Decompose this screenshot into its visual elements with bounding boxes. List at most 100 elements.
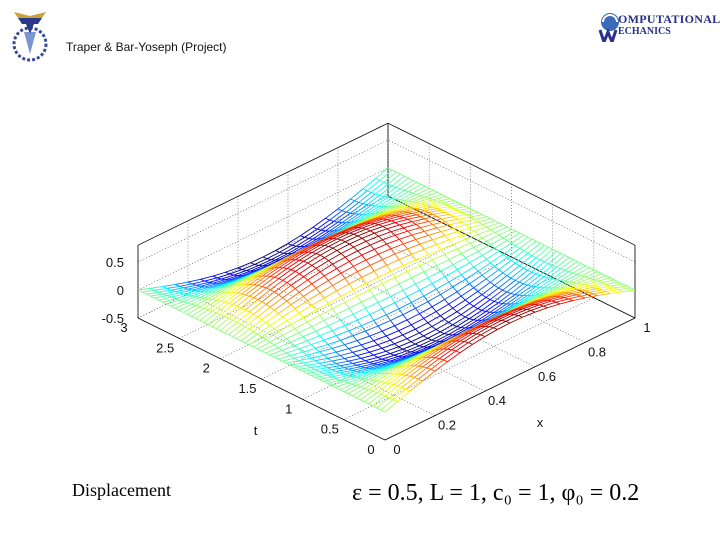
mesh-line-t [439, 358, 444, 361]
mesh-line-x [245, 299, 259, 311]
mesh-line-t [319, 315, 325, 321]
mesh-line-t [411, 277, 416, 285]
mesh-line-t [265, 352, 270, 356]
mesh-line-x [203, 312, 217, 323]
mesh-line-x [382, 234, 396, 241]
mesh-line-x [310, 365, 324, 368]
mesh-line-t [191, 316, 196, 319]
mesh-line-t [325, 217, 330, 221]
mesh-line-x [482, 247, 495, 256]
mesh-line-x [274, 268, 288, 278]
mesh-line-x [299, 283, 313, 293]
mesh-line-x [374, 219, 388, 224]
mesh-line-t [381, 347, 387, 352]
mesh-line-x [449, 204, 463, 207]
mesh-line-t [436, 265, 441, 272]
mesh-line-x [199, 310, 213, 321]
mesh-line-x [519, 255, 533, 267]
mesh-line-x [279, 253, 293, 261]
mesh-line-x [477, 262, 491, 272]
mesh-line-t [389, 397, 394, 400]
mesh-line-x [370, 239, 383, 246]
mesh-line-x [436, 281, 450, 290]
mesh-line-x [377, 339, 391, 346]
mesh-line-x [405, 365, 419, 376]
mesh-line-x [409, 380, 423, 392]
x-tick-label: 0.6 [538, 369, 556, 384]
mesh-line-t [311, 305, 317, 311]
mesh-line-x [362, 193, 376, 205]
mesh-line-t [291, 269, 296, 272]
mesh-line-x [269, 316, 283, 326]
mesh-line-x [484, 329, 498, 337]
mesh-line-x [340, 289, 354, 297]
mesh-line-x [224, 284, 238, 293]
mesh-line-x [486, 250, 500, 260]
mesh-line-x [336, 283, 350, 292]
mesh-line-x [434, 348, 448, 359]
mesh-line-t [379, 194, 384, 197]
mesh-line-x [262, 259, 276, 267]
mesh-line-x [384, 401, 398, 413]
mesh-line-t [282, 335, 287, 340]
mesh-line-x [257, 341, 271, 350]
mesh-line-x [382, 253, 396, 260]
mesh-line-x [278, 259, 292, 268]
mesh-line-t [389, 383, 394, 386]
mesh-line-t [435, 288, 441, 295]
mesh-line-t [146, 293, 151, 297]
mesh-line-t [394, 343, 399, 348]
mesh-line-x [315, 343, 329, 349]
mesh-line-t [523, 250, 529, 254]
mesh-line-x [448, 252, 462, 260]
t-tick-label: 1.5 [238, 381, 256, 396]
mesh-line-t [449, 213, 454, 218]
mesh-line-t [432, 239, 437, 245]
mesh-line-t [444, 299, 450, 305]
mesh-line-t [244, 326, 250, 330]
mesh-line-t [474, 218, 479, 223]
mesh-line-x [410, 357, 424, 367]
mesh-line-t [440, 270, 446, 277]
mesh-line-x [387, 173, 401, 185]
mesh-line-t [373, 249, 379, 255]
mesh-line-x [360, 379, 374, 388]
backwall-t-grid-line-z [137, 167, 389, 291]
mesh-line-x [361, 319, 375, 327]
mesh-line-x [233, 278, 246, 286]
mesh-line-t [486, 226, 492, 231]
mesh-line-t [286, 320, 292, 326]
mesh-line-x [481, 312, 495, 321]
mesh-line-x [430, 359, 444, 370]
mesh-line-x [328, 253, 342, 262]
mesh-line-t [415, 239, 421, 245]
mesh-line-x [610, 283, 623, 287]
mesh-line-t [464, 316, 470, 320]
mesh-line-x [464, 333, 478, 342]
mesh-line-x [233, 270, 247, 276]
mesh-line-t [448, 239, 454, 245]
mesh-line-x [478, 229, 491, 235]
mesh-line-t [518, 315, 523, 318]
mesh-line-t [216, 312, 221, 315]
mesh-line-x [314, 374, 328, 378]
mesh-line-x [269, 297, 283, 308]
mesh-line-t [323, 297, 329, 304]
mesh-line-x [341, 221, 355, 230]
mesh-line-x [403, 208, 417, 213]
mesh-line-t [403, 227, 408, 232]
mesh-line-x [336, 348, 349, 353]
mesh-line-x [498, 228, 512, 236]
mesh-line-t [199, 306, 205, 309]
mesh-line-x [311, 320, 325, 328]
mesh-line-x [373, 350, 387, 356]
mesh-line-t [507, 226, 512, 230]
mesh-line-x [433, 196, 446, 201]
mesh-line-t [424, 218, 429, 222]
mesh-line-x [376, 373, 390, 382]
mesh-line-t [365, 259, 371, 266]
mesh-line-t [552, 278, 557, 281]
mesh-line-t [352, 289, 358, 297]
mesh-line-x [207, 314, 221, 325]
mesh-line-t [373, 270, 379, 278]
